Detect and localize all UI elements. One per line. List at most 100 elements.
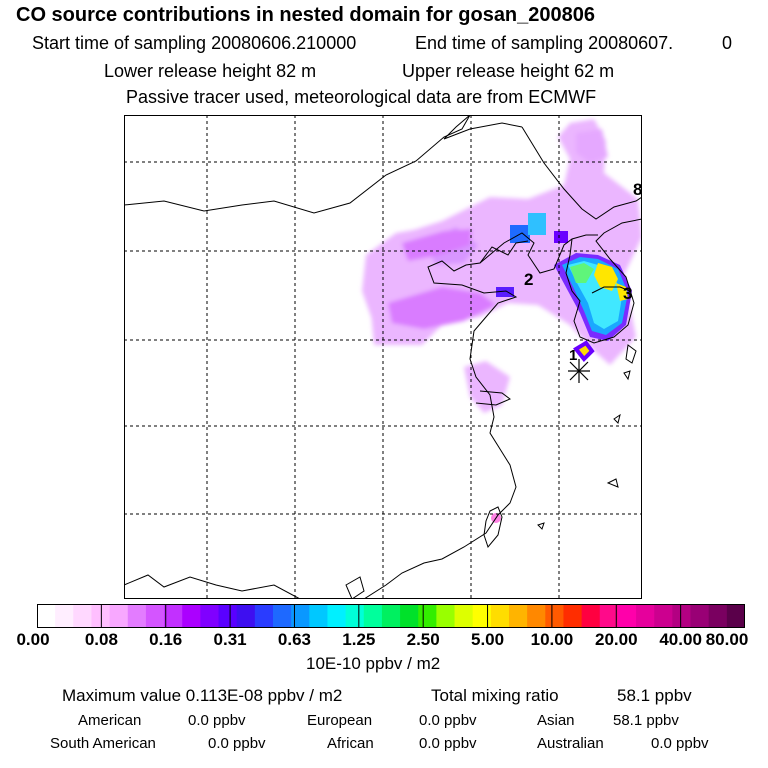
tracer-note: Passive tracer used, meteorological data… [126,87,597,107]
region-name-asian: Asian [537,712,575,729]
plume-jeju-patch [573,340,595,362]
region-name-american: American [78,712,142,729]
lat-lon-grid [124,115,642,599]
region-name-african: African [327,735,374,752]
colorbar-segment [381,604,401,628]
colorbar-unit: 10E-10 ppbv / m2 [306,654,441,673]
colorbar-segment [37,604,56,628]
plume-blue-square-3 [554,231,568,243]
liaodong-coast [479,232,598,274]
plume-korea-green [570,263,594,283]
small-island-1 [623,370,631,381]
colorbar-segment [636,604,655,628]
colorbar-segment [109,604,129,628]
colorbar-tick-label: 80.00 [705,630,749,649]
receptor-asterisk [568,359,590,383]
south-border [124,574,301,599]
colorbar-segment [182,604,201,628]
colorbar-segment [726,604,745,628]
colorbar-segment [291,604,310,628]
plume-korea-yellow [594,263,618,291]
start-time-label: Start time of sampling 20080606.210000 [32,33,357,53]
colorbar-segment [672,604,692,628]
plume-blue-square-2 [528,213,546,235]
colorbar-segment [545,604,565,628]
colorbar-segment [273,604,292,628]
small-island-2 [613,413,621,424]
colorbar-frame [37,604,745,628]
colorbar-segment [254,604,274,628]
colorbar-tick-label: 0.00 [16,630,50,649]
colorbar-segment [164,604,183,628]
colorbar-segment [145,604,165,628]
colorbar-segment [309,604,329,628]
marker-2: 2 [524,270,533,289]
upper-release-label: Upper release height 62 m [402,61,615,81]
region-value-african: 0.0 ppbv [419,735,477,752]
map-frame [124,115,642,599]
colorbar-segment [708,604,728,628]
plume-blue-patch [496,287,514,297]
bohai-coast [363,240,529,599]
colorbar-tick-label: 0.31 [213,630,247,649]
small-island-3 [606,478,619,488]
colorbar-segment [490,604,510,628]
region-name-european: European [307,712,373,729]
china-east-border [521,126,642,220]
marker-1: 1 [569,347,577,364]
region-value-european: 0.0 ppbv [419,712,477,729]
korea-dmz [591,286,631,294]
max-value-label: Maximum value 0.113E-08 ppbv / m2 [62,686,343,705]
colorbar-segment [345,604,365,628]
colorbar-segment [91,604,111,628]
end-time-suffix: 0 [722,33,733,53]
region-value-asian: 58.1 ppbv [613,712,679,729]
colorbar-segment [581,604,601,628]
colorbar-segment [218,604,238,628]
colorbar-segment [236,604,256,628]
colorbar-segment [200,604,220,628]
colorbar-segment [73,604,93,628]
map-panel: 2 3 8 1 [124,115,642,599]
coastlines [124,115,642,599]
map-svg: 2 3 8 1 [124,115,642,599]
region-value-american: 0.0 ppbv [188,712,246,729]
taiwan-outline [483,506,503,549]
marker-8: 8 [633,180,642,199]
korea-coast [565,218,642,344]
end-time-label: End time of sampling 20080607. [415,33,674,53]
plume-northeast-patch [576,129,608,163]
colorbar-segment [418,604,437,628]
colorbar-segment [472,604,492,628]
china-north-border [443,115,523,140]
marker-3: 3 [623,284,632,303]
colorbar-tick-label: 0.16 [149,630,183,649]
region-value-south-american: 0.0 ppbv [208,735,266,752]
colorbar-tick-label: 0.08 [84,630,118,649]
inland-river [475,390,511,406]
colorbar-segment [654,604,673,628]
colorbar-tick-label: 5.00 [470,630,505,649]
japan-fragment [625,344,637,364]
colorbar-segment [436,604,456,628]
page-title: CO source contributions in nested domain… [16,4,596,26]
colorbar [37,604,745,628]
colorbar-segment [55,604,74,628]
plume-upper-band [402,229,472,261]
colorbar-tick-label: 2.50 [406,630,440,649]
lower-release-label: Lower release height 82 m [104,61,317,81]
total-mixing-value: 58.1 ppbv [617,686,692,705]
colorbar-segment [563,604,583,628]
colorbar-tick-label: 40.00 [659,630,702,649]
region-name-australian: Australian [537,735,604,752]
colorbar-segment [599,604,619,628]
colorbar-segment [527,604,546,628]
colorbar-segment [509,604,528,628]
region-value-australian: 0.0 ppbv [651,735,709,752]
colorbar-segment [400,604,419,628]
hainan-outline [345,576,365,599]
colorbar-tick-label: 0.63 [277,630,311,649]
colorbar-tick-label: 20.00 [594,630,638,649]
plume-lower-band [388,287,496,329]
colorbar-tick-label: 1.25 [342,630,376,649]
